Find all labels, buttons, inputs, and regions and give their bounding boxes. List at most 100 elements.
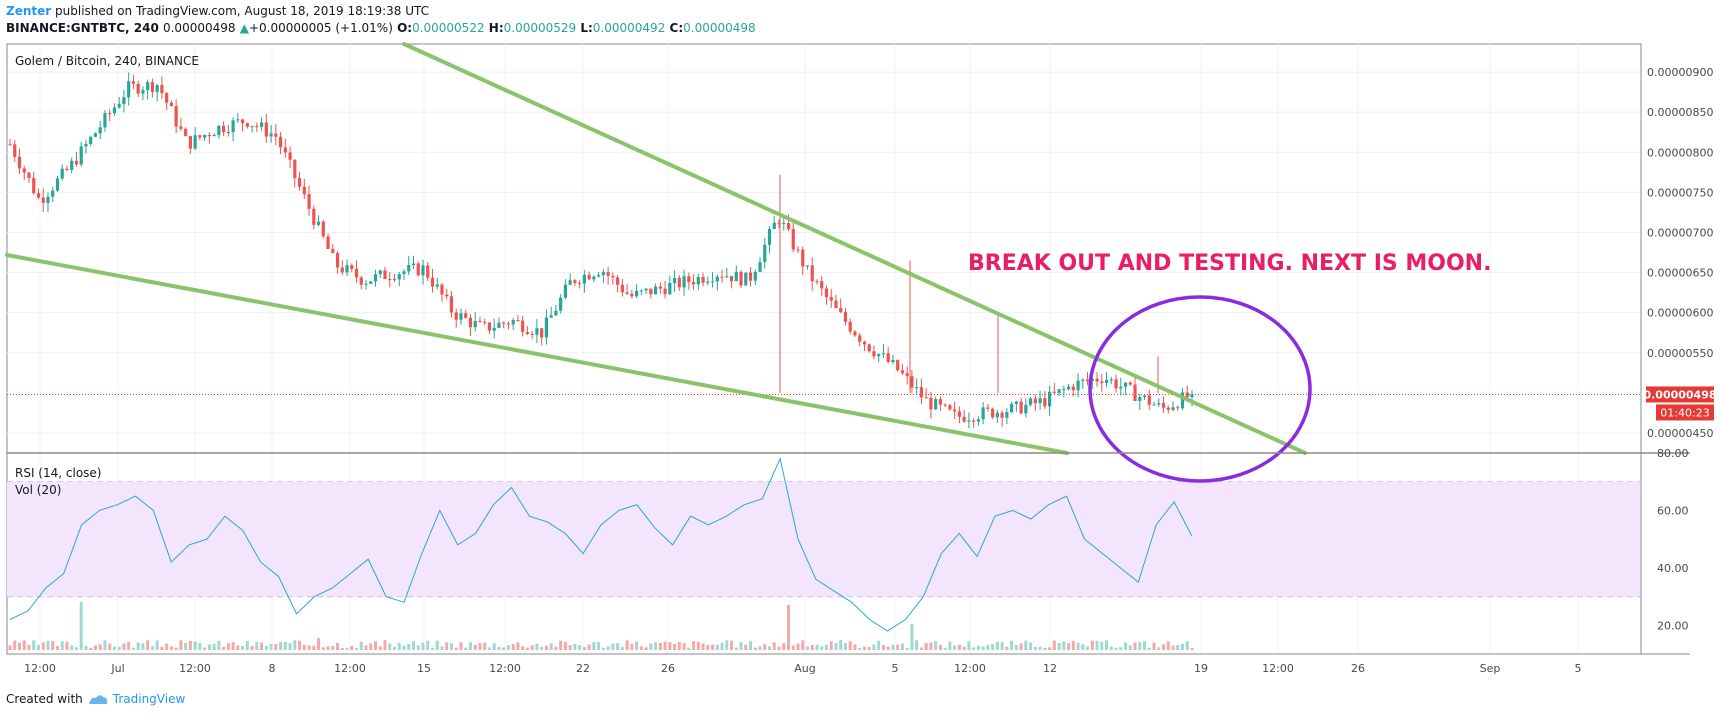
volume-bar — [829, 641, 833, 650]
volume-bar — [1162, 644, 1166, 650]
volume-bar — [957, 644, 961, 650]
candle-body — [497, 322, 501, 328]
candle-body — [858, 335, 862, 342]
price-axis-label: 0.00000700 — [1647, 226, 1713, 239]
candle-body — [222, 125, 226, 133]
candle-body — [483, 321, 487, 323]
volume-bar — [1071, 640, 1075, 650]
candle-body — [877, 354, 881, 357]
volume-bar — [905, 647, 909, 650]
volume-bar — [948, 641, 952, 650]
candle-body — [312, 208, 316, 225]
volume-bar — [886, 646, 890, 650]
volume-bar — [293, 640, 297, 650]
candle-body — [440, 284, 444, 295]
candle-body — [22, 168, 26, 173]
volume-bar — [407, 643, 411, 650]
grid — [7, 44, 1640, 654]
candle-body — [397, 274, 401, 280]
volume-bar — [497, 646, 501, 650]
volume-bar — [65, 641, 69, 650]
candle-body — [981, 407, 985, 420]
volume-bar — [881, 645, 885, 650]
volume-bar — [369, 643, 373, 650]
candle-body — [316, 221, 321, 225]
volume-bar — [1143, 641, 1147, 650]
volume-bar — [687, 647, 691, 650]
tradingview-brand[interactable]: TradingView — [112, 692, 186, 706]
candle-body — [639, 290, 643, 292]
price-axis-label: 0.00000550 — [1647, 347, 1713, 360]
volume-bar — [972, 647, 976, 650]
candle-body — [1123, 382, 1128, 387]
candle-body — [359, 277, 363, 285]
candle-body — [473, 320, 477, 328]
volume-bar — [587, 644, 591, 650]
annotation-circle[interactable] — [1088, 295, 1312, 483]
footer: Created with TradingView — [6, 692, 185, 706]
candle-body — [777, 222, 781, 224]
candle-body — [991, 408, 995, 418]
candle-body — [653, 286, 658, 295]
volume-bar — [763, 644, 767, 650]
volume-bar — [274, 644, 278, 650]
volume-bar — [668, 642, 672, 650]
candle-body — [136, 83, 140, 94]
volume-bar — [165, 643, 169, 650]
candle-body — [1085, 379, 1090, 382]
rsi-line — [9, 457, 1193, 632]
price-axis-label: 0.00000800 — [1647, 146, 1713, 159]
candle-body — [706, 281, 710, 283]
volume-bar — [27, 644, 31, 650]
candle-body — [32, 178, 36, 194]
volume-bar — [839, 640, 843, 650]
chart-canvas[interactable]: 0.00000900 0.00000850 0.00000800 0.00000750… — [0, 0, 1720, 690]
volume-bar — [1105, 640, 1109, 650]
author-link[interactable]: Zenter — [6, 4, 52, 18]
candle-body — [198, 135, 202, 138]
volume-bar — [8, 645, 12, 650]
candle-body — [853, 331, 857, 336]
candle-body — [1095, 378, 1099, 382]
volume-bar — [150, 646, 154, 650]
volume-bar — [592, 642, 596, 650]
trendlines[interactable] — [5, 42, 1307, 455]
candle-body — [1152, 404, 1156, 406]
candle-body — [36, 193, 41, 198]
volume-bar — [635, 641, 639, 650]
volume-bar — [910, 624, 914, 650]
axes: 0.00000900 0.00000850 0.00000800 0.00000750… — [7, 44, 1717, 675]
volume-bar — [1057, 642, 1061, 650]
candle-body — [231, 120, 235, 133]
rsi-axis-label: 80.00 — [1657, 447, 1689, 460]
volume-bar — [41, 642, 45, 650]
volume-bar — [98, 644, 102, 650]
candle-body — [326, 236, 330, 249]
candle-body — [193, 135, 197, 149]
volume-bar — [796, 643, 800, 650]
candle-body — [1071, 386, 1075, 391]
volume-bar — [1133, 642, 1137, 650]
time-axis-label: 5 — [1575, 662, 1582, 675]
volume-bar — [573, 643, 577, 650]
price-axis-label: 0.00000750 — [1647, 186, 1713, 199]
candle-body — [1081, 379, 1085, 381]
volume-bar — [1124, 642, 1128, 650]
candle-body — [919, 387, 924, 398]
candle-body — [896, 359, 900, 371]
rsi-band — [7, 481, 1640, 597]
candle-body — [521, 320, 525, 333]
created-with-label: Created with — [6, 692, 83, 706]
candle-body — [929, 397, 933, 410]
volume-bar — [706, 644, 710, 650]
volume-bar — [715, 644, 719, 650]
volume-bar — [758, 646, 762, 650]
volume-bar — [582, 647, 586, 650]
volume-bar — [900, 643, 904, 650]
candle-body — [1000, 412, 1004, 418]
volume-bar — [749, 640, 753, 650]
candle-body — [79, 146, 83, 165]
upper-trendline — [402, 42, 1307, 455]
candle-body — [98, 127, 102, 134]
volume-bar — [1119, 647, 1123, 650]
